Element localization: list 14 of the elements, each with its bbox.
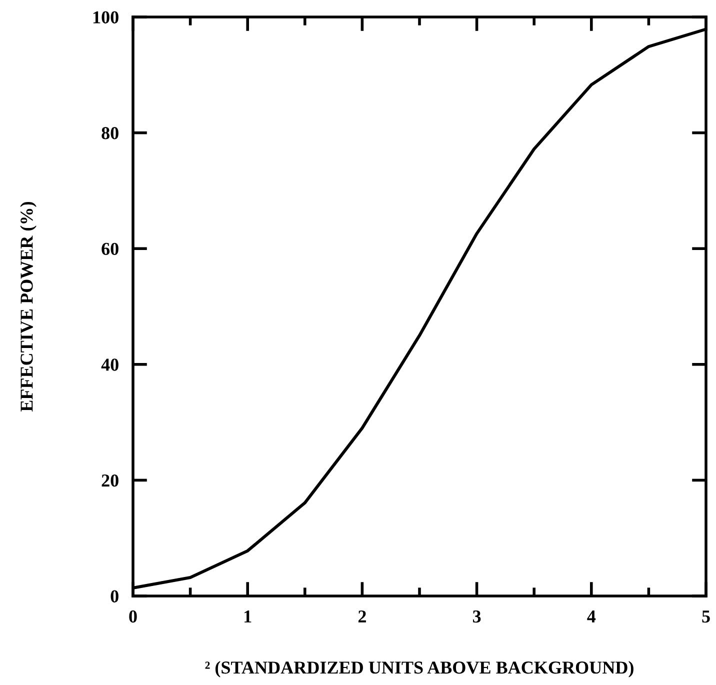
x-tick-label: 2 bbox=[358, 610, 366, 622]
y-tick-label: 80 bbox=[102, 127, 118, 140]
x-axis-title: ² (STANDARDIZED UNITS ABOVE BACKGROUND) bbox=[205, 660, 634, 678]
y-tick-label: 60 bbox=[102, 242, 118, 256]
x-tick-label: 1 bbox=[244, 610, 252, 622]
x-tick-label: 0 bbox=[129, 610, 137, 623]
y-tick-label: 40 bbox=[101, 358, 118, 371]
x-tick-label: 4 bbox=[587, 610, 596, 622]
x-tick-label: 3 bbox=[472, 610, 481, 623]
y-tick-label: 20 bbox=[102, 474, 118, 487]
x-tick-label: 5 bbox=[702, 610, 710, 623]
y-tick-label: 100 bbox=[93, 11, 118, 24]
y-axis-title: EFFECTIVE POWER (%) bbox=[20, 202, 36, 412]
y-tick-label: 0 bbox=[110, 590, 118, 602]
